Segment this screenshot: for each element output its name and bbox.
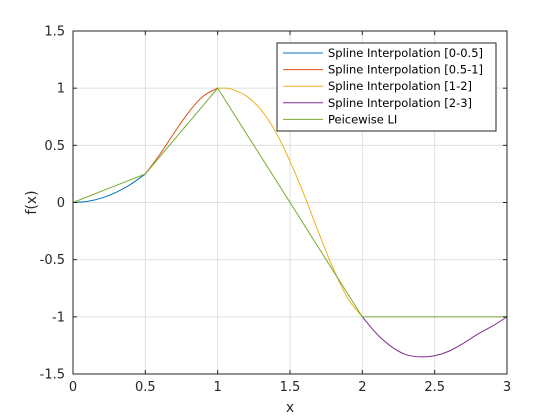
x-tick-label: 3 [503, 380, 511, 395]
x-axis-label: x [286, 400, 294, 416]
x-tick-label: 0.5 [135, 380, 156, 395]
legend: Spline Interpolation [0-0.5] Spline Inter… [277, 43, 496, 131]
legend-entry: Spline Interpolation [1-2] [328, 79, 472, 93]
x-tick-label: 1.5 [280, 380, 301, 395]
y-tick-label: -0.5 [40, 253, 65, 268]
x-tick-label: 1 [214, 380, 222, 395]
legend-entry: Peicewise LI [328, 112, 397, 126]
x-tick-label: 2 [358, 380, 366, 395]
y-tick-label: -1.5 [40, 368, 65, 383]
y-tick-label: -1 [52, 310, 65, 325]
y-tick-label: 0 [57, 196, 65, 211]
x-tick-label: 0 [69, 380, 77, 395]
y-tick-label: 1 [57, 82, 65, 97]
x-tick-label: 2.5 [424, 380, 445, 395]
legend-entry: Spline Interpolation [0-0.5] [328, 46, 483, 60]
y-tick-label: 0.5 [44, 139, 65, 154]
y-axis-label: f(x) [24, 190, 40, 214]
legend-entry: Spline Interpolation [0.5-1] [328, 63, 483, 77]
y-tick-label: 1.5 [44, 25, 65, 40]
legend-entry: Spline Interpolation [2-3] [328, 96, 472, 110]
